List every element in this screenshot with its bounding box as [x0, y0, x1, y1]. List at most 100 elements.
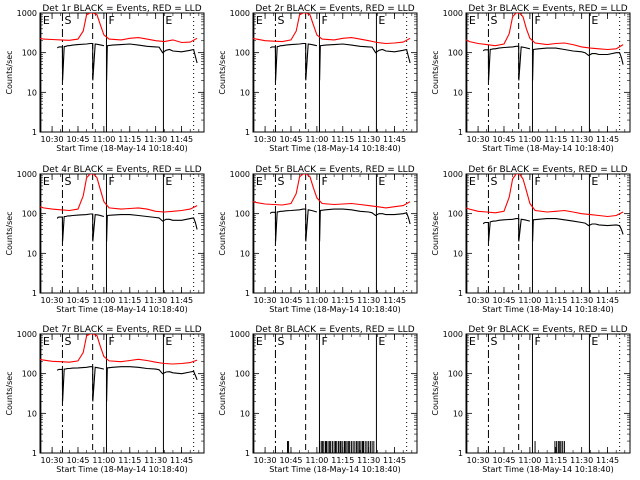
series-events-line	[269, 42, 411, 81]
x-tick-label: 11:15	[331, 456, 354, 465]
x-tick-label: 11:45	[170, 456, 193, 465]
x-tick-label: 11:00	[518, 135, 541, 144]
y-tick-label: 1000	[443, 330, 463, 339]
panel-title: Det 1r BLACK = Events, RED = LLD	[42, 4, 201, 14]
marker-label: E	[469, 14, 476, 27]
marker-label: E	[469, 335, 476, 348]
plot-frame	[252, 173, 418, 294]
x-tick-label: 11:30	[357, 135, 380, 144]
marker-label: S	[277, 335, 284, 348]
x-axis-label: Start Time (18-May-14 10:18:40)	[56, 144, 187, 153]
plot-frame	[465, 173, 631, 294]
y-tick-label: 10	[27, 409, 37, 418]
panel-9: Det 9r BLACK = Events, RED = LLD 1 10 100 10…	[431, 325, 631, 474]
x-tick-label: 11:00	[92, 456, 115, 465]
panel-title: Det 4r BLACK = Events, RED = LLD	[42, 165, 201, 175]
x-tick-label: 10:45	[66, 296, 89, 305]
y-tick-label: 1	[458, 289, 463, 298]
x-tick-label: 10:45	[279, 135, 302, 144]
panel-6: Det 6r BLACK = Events, RED = LLD 1 10 100 10…	[431, 165, 631, 314]
y-tick-label: 1	[32, 449, 37, 458]
y-tick-label: 1000	[17, 330, 37, 339]
y-tick-label: 100	[235, 49, 250, 58]
x-tick-label: 10:30	[254, 135, 277, 144]
series-events-line	[56, 213, 198, 242]
x-tick-label: 11:45	[170, 296, 193, 305]
marker-label: F	[534, 175, 540, 188]
y-tick-label: 100	[22, 49, 37, 58]
panel-title: Det 5r BLACK = Events, RED = LLD	[255, 165, 414, 175]
marker-label: E	[43, 14, 50, 27]
x-tick-label: 11:15	[331, 135, 354, 144]
x-axis-label: Start Time (18-May-14 10:18:40)	[269, 144, 400, 153]
x-tick-label: 11:15	[544, 135, 567, 144]
x-axis-label: Start Time (18-May-14 10:18:40)	[269, 465, 400, 474]
x-tick-label: 10:30	[41, 456, 64, 465]
y-axis-label: Counts/sec	[5, 50, 14, 94]
x-tick-label: 10:30	[254, 456, 277, 465]
panel-title: Det 7r BLACK = Events, RED = LLD	[42, 325, 201, 335]
marker-label: E	[165, 175, 172, 188]
series-events-line	[56, 366, 198, 402]
y-tick-label: 1	[245, 449, 250, 458]
x-tick-label: 11:15	[118, 135, 141, 144]
series-lld-line	[253, 13, 411, 45]
y-tick-label: 10	[453, 88, 463, 97]
marker-label: E	[591, 175, 598, 188]
series-events-line	[482, 45, 624, 81]
x-tick-label: 11:30	[357, 296, 380, 305]
y-tick-label: 100	[235, 370, 250, 379]
panel-2: Det 2r BLACK = Events, RED = LLD 1 10 100 10…	[218, 4, 418, 153]
panel-7: Det 7r BLACK = Events, RED = LLD 1 10 100 10…	[5, 325, 205, 474]
x-tick-label: 11:30	[570, 135, 593, 144]
y-tick-label: 100	[235, 210, 250, 219]
panel-4: Det 4r BLACK = Events, RED = LLD 1 10 100 10…	[5, 165, 205, 314]
x-tick-label: 11:15	[331, 296, 354, 305]
y-tick-label: 10	[453, 249, 463, 258]
marker-label: E	[43, 175, 50, 188]
series-lld-line	[253, 174, 411, 209]
panel-8: Det 8r BLACK = Events, RED = LLD 1 10 100 10…	[218, 325, 418, 474]
marker-label: F	[108, 175, 114, 188]
y-tick-label: 100	[448, 49, 463, 58]
marker-label: E	[378, 175, 385, 188]
x-tick-label: 10:45	[66, 135, 89, 144]
x-tick-label: 11:15	[544, 296, 567, 305]
y-axis-label: Counts/sec	[5, 371, 14, 415]
series-events-line	[482, 218, 624, 242]
y-tick-label: 10	[27, 88, 37, 97]
marker-label: S	[64, 175, 71, 188]
y-axis-label: Counts/sec	[218, 211, 227, 255]
x-tick-label: 10:30	[41, 296, 64, 305]
y-tick-label: 100	[448, 210, 463, 219]
x-tick-label: 10:45	[279, 296, 302, 305]
x-tick-label: 11:30	[357, 456, 380, 465]
x-tick-label: 11:15	[118, 296, 141, 305]
panel-5: Det 5r BLACK = Events, RED = LLD 1 10 100 10…	[218, 165, 418, 314]
marker-label: F	[321, 14, 327, 27]
marker-label: S	[64, 14, 71, 27]
x-tick-label: 11:00	[92, 135, 115, 144]
x-tick-label: 10:30	[254, 296, 277, 305]
marker-label: F	[321, 335, 327, 348]
plot-frame	[465, 333, 631, 454]
x-tick-label: 11:45	[596, 135, 619, 144]
marker-label: F	[534, 335, 540, 348]
x-tick-label: 11:30	[144, 456, 167, 465]
y-tick-label: 10	[27, 249, 37, 258]
x-tick-label: 11:15	[118, 456, 141, 465]
panel-title: Det 2r BLACK = Events, RED = LLD	[255, 4, 414, 14]
plot-frame	[39, 333, 205, 454]
x-tick-label: 11:00	[92, 296, 115, 305]
y-tick-label: 10	[453, 409, 463, 418]
marker-label: F	[108, 335, 114, 348]
y-tick-label: 1000	[17, 170, 37, 179]
marker-label: E	[256, 335, 263, 348]
marker-label: E	[165, 14, 172, 27]
x-tick-label: 10:45	[279, 456, 302, 465]
series-events-line	[56, 42, 198, 81]
panel-title: Det 3r BLACK = Events, RED = LLD	[468, 4, 627, 14]
panel-title: Det 9r BLACK = Events, RED = LLD	[468, 325, 627, 335]
y-tick-label: 100	[22, 210, 37, 219]
series-lld-line	[466, 174, 624, 218]
